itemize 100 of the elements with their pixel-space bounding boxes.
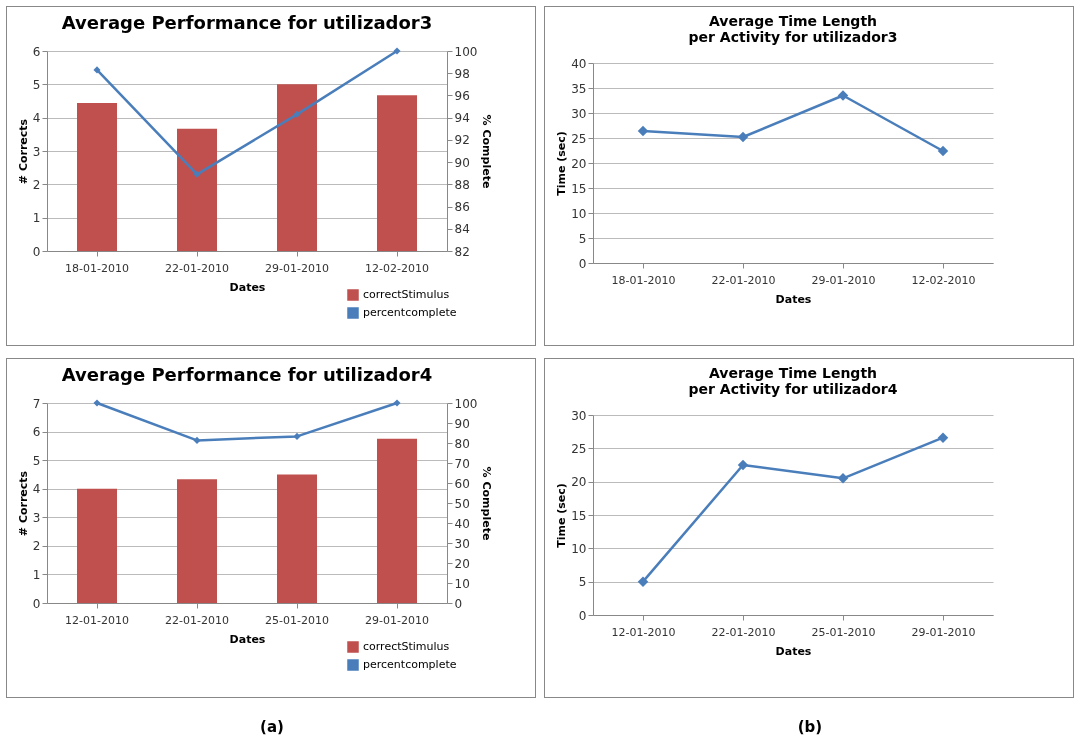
point [393,47,401,55]
y-tick-label: 10 [571,206,587,221]
x-tick-label: 18-01-2010 [611,273,676,287]
y-tick-label: 35 [571,81,587,96]
x-tick-label: 22-01-2010 [711,625,776,639]
x-tick-label: 22-01-2010 [165,261,229,275]
y-tick-label: 0 [578,608,587,623]
point [937,432,949,443]
bar [177,479,217,603]
y2-tick-label: 96 [454,88,470,103]
y2-tick-label: 84 [454,222,470,237]
y-tick-label: 5 [32,77,41,92]
x-tick-label: 12-02-2010 [365,261,429,275]
x-tick-label: 18-01-2010 [65,261,129,275]
y-tick-label: 2 [32,539,41,554]
x-tick-label: 29-01-2010 [365,613,429,627]
y2-tick-label: 82 [454,244,470,259]
y2-axis-title: % Complete [480,114,494,189]
y-tick-label: 30 [571,408,587,423]
legend-label: correctStimulus [363,288,450,301]
y2-tick-label: 30 [454,536,470,551]
y-axis-title: Time (sec) [555,483,569,548]
x-tick-label: 29-01-2010 [265,261,329,275]
y-tick-label: 1 [32,211,41,226]
y2-tick-label: 70 [454,456,470,471]
x-tick-label: 25-01-2010 [265,613,329,627]
y2-tick-label: 0 [454,596,463,611]
point [837,473,849,484]
text: (a) [259,717,285,736]
y2-tick-label: 86 [454,200,470,215]
point [93,399,101,407]
y-tick-label: 25 [571,131,587,146]
x-tick-label: 22-01-2010 [711,273,776,287]
x-axis-title: Dates [775,292,812,306]
y2-tick-label: 100 [454,396,478,411]
y2-tick-label: 100 [454,44,478,59]
y-axis-title: Time (sec) [555,131,569,196]
y-tick-label: 10 [571,541,587,556]
y-tick-label: 6 [32,44,41,59]
bar [277,474,317,603]
y2-tick-label: 60 [454,476,470,491]
x-tick-label: 12-02-2010 [911,273,976,287]
y2-tick-label: 10 [454,576,470,591]
y2-tick-label: 92 [454,133,470,148]
y-axis-title: # Corrects [16,470,30,537]
y-tick-label: 15 [571,508,587,523]
y2-tick-label: 80 [454,436,470,451]
x-tick-label: 29-01-2010 [911,625,976,639]
y-tick-label: 6 [32,425,41,440]
x-axis-title: Dates [229,632,266,646]
y-tick-label: 15 [571,181,587,196]
point [393,399,401,407]
y-tick-label: 5 [32,453,41,468]
y-tick-label: 2 [32,177,41,192]
x-tick-label: 29-01-2010 [811,273,876,287]
point [637,576,649,587]
point [293,432,301,440]
bar [77,103,117,251]
bar [277,84,317,251]
bar [377,438,417,603]
x-tick-label: 12-01-2010 [611,625,676,639]
bar [177,128,217,251]
y-tick-label: 4 [32,111,41,126]
y-tick-label: 1 [32,567,41,582]
y-tick-label: 30 [571,106,587,121]
y2-tick-label: 40 [454,516,470,531]
y2-tick-label: 50 [454,496,470,511]
x-axis-title: Dates [229,280,266,294]
y2-tick-label: 88 [454,177,470,192]
legend-label: percentcomplete [363,658,457,671]
y-tick-label: 25 [571,441,587,456]
x-tick-label: 22-01-2010 [165,613,229,627]
chart-title: Average Performance for utilizador3 [61,12,433,33]
y-tick-label: 20 [571,156,587,171]
point [637,125,649,137]
point [293,110,301,118]
y-tick-label: 3 [32,510,41,525]
y2-tick-label: 98 [454,66,470,81]
point [193,170,201,178]
y2-tick-label: 20 [454,556,470,571]
point [737,459,749,471]
bar [77,488,117,603]
x-axis-title: Dates [775,644,812,658]
legend-label: correctStimulus [363,640,450,653]
x-tick-label: 12-01-2010 [65,613,129,627]
bar [377,95,417,251]
point [193,436,201,444]
legend-label: percentcomplete [363,306,457,319]
y-tick-label: 0 [578,256,587,271]
y-tick-label: 20 [571,475,587,490]
y2-tick-label: 90 [454,416,470,431]
x-tick-label: 25-01-2010 [811,625,876,639]
chart-title: Average Time Length per Activity for utilizador3 [688,13,898,45]
chart-title: Average Performance for utilizador4 [61,364,433,385]
y-tick-label: 5 [578,575,587,590]
point [937,145,949,157]
y-tick-label: 0 [32,596,41,611]
y-axis-title: # Corrects [16,118,30,185]
y2-tick-label: 90 [454,155,470,170]
text: (b) [796,717,824,736]
